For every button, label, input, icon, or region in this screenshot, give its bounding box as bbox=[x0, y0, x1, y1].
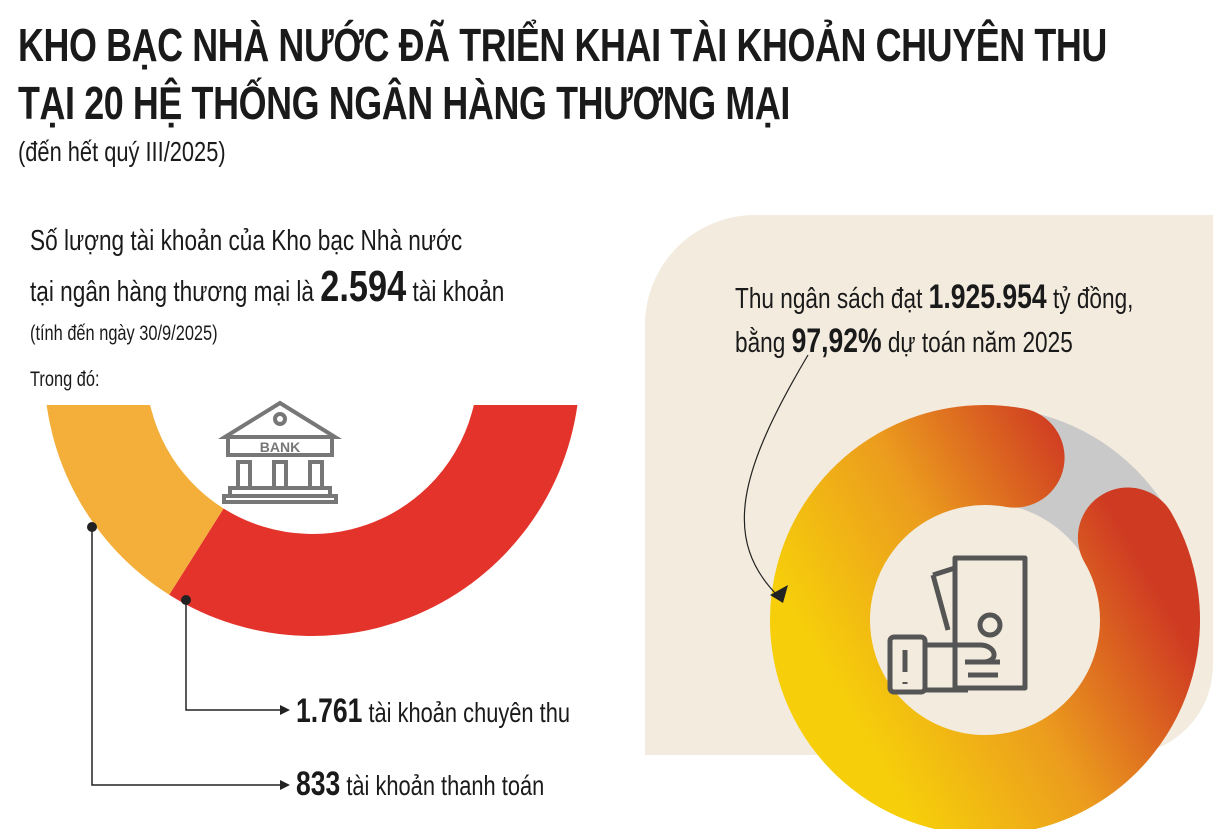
title-line2: TẠI 20 HỆ THỐNG NGÂN HÀNG THƯƠNG MẠI bbox=[18, 77, 790, 129]
accounts-text-line2: tại ngân hàng thương mại là 2.594 tài kh… bbox=[30, 262, 504, 312]
title-line1: KHO BẠC NHÀ NƯỚC ĐÃ TRIỂN KHAI TÀI KHOẢN… bbox=[18, 19, 1107, 71]
subtitle: (đến hết quý III/2025) bbox=[18, 136, 226, 167]
budget-line2: bằng 97,92% dự toán năm 2025 bbox=[735, 322, 1073, 361]
date-note: (tính đến ngày 30/9/2025) bbox=[30, 322, 218, 345]
bank-label: BANK bbox=[260, 439, 300, 455]
budget-percent: 97,92% bbox=[791, 322, 882, 360]
arrow-head bbox=[280, 705, 290, 715]
trong-do-label: Trong đó: bbox=[30, 368, 100, 391]
legend-thanh-toan: 833 tài khoản thanh toán bbox=[296, 765, 544, 804]
money-in-hand-icon bbox=[887, 555, 1028, 695]
value: 833 bbox=[296, 765, 341, 803]
text: Thu ngân sách đạt bbox=[735, 283, 923, 315]
budget-line1: Thu ngân sách đạt 1.925.954 tỷ đồng, bbox=[735, 278, 1133, 317]
text: bằng bbox=[735, 327, 786, 359]
connector-line-thanh-toan bbox=[91, 527, 280, 786]
dot-marker bbox=[181, 595, 191, 605]
budget-amount: 1.925.954 bbox=[928, 278, 1047, 316]
connector-line-chuyen-thu bbox=[185, 600, 280, 711]
donut-slice-thu-ngan-sach bbox=[770, 405, 1200, 829]
slice-thanh-toan bbox=[46, 405, 224, 595]
arrow-head bbox=[770, 585, 788, 603]
dot-marker bbox=[87, 522, 97, 532]
value: 1.761 bbox=[296, 692, 363, 730]
text: tỷ đồng, bbox=[1052, 283, 1134, 315]
bank-icon bbox=[217, 400, 343, 504]
budget-arrow-line bbox=[743, 354, 809, 599]
arrow-head bbox=[280, 780, 290, 790]
total-accounts: 2.594 bbox=[320, 262, 407, 311]
label: tài khoản thanh toán bbox=[346, 770, 545, 801]
accounts-text-line1: Số lượng tài khoản của Kho bạc Nhà nước bbox=[30, 225, 463, 257]
text: dự toán năm 2025 bbox=[887, 327, 1073, 359]
label: tài khoản chuyên thu bbox=[368, 697, 571, 728]
text: tài khoản bbox=[412, 276, 505, 308]
text: tại ngân hàng thương mại là bbox=[30, 276, 315, 308]
legend-chuyen-thu: 1.761 tài khoản chuyên thu bbox=[296, 692, 570, 731]
slice-chuyen-thu bbox=[169, 405, 578, 636]
